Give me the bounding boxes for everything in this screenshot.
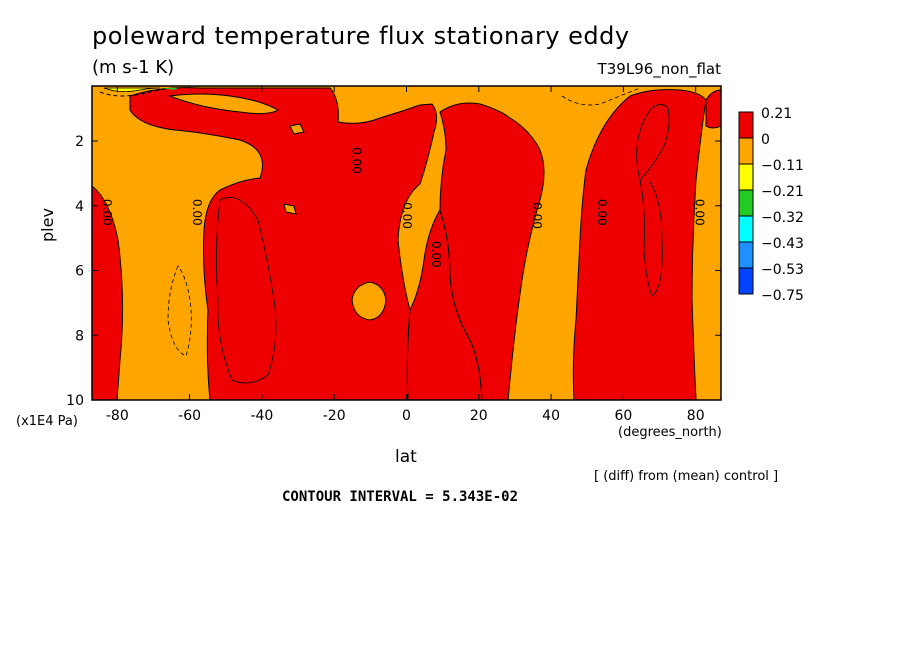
colorbar-level-label: −0.32 xyxy=(761,210,804,226)
x-axis-ticks: -80 -60 -40 -20 0 20 40 60 80 xyxy=(106,86,705,424)
colorbar-level-label: 0 xyxy=(761,132,770,148)
colorbar-level-label: −0.75 xyxy=(761,288,804,304)
colorbar-swatch xyxy=(738,241,754,269)
red-region-north-high xyxy=(572,89,707,400)
top-green-strip xyxy=(162,88,178,90)
contour-label: 0.00 xyxy=(400,202,414,229)
colorbar-level-label: −0.43 xyxy=(761,236,804,252)
colorbar-level-label: −0.21 xyxy=(761,184,804,200)
inner-contour-3 xyxy=(639,179,663,297)
contour-label: 0.00 xyxy=(530,202,544,229)
colorbar-level-label: 0.21 xyxy=(761,106,792,122)
run-label: T39L96_non_flat xyxy=(597,60,721,78)
orange-hole-3 xyxy=(289,123,305,135)
y-tick-label: 4 xyxy=(75,199,84,215)
dashed-contour-1 xyxy=(167,265,192,357)
y-axis-units: (x1E4 Pa) xyxy=(16,414,78,429)
x-tick-label: 80 xyxy=(687,408,705,424)
orange-hole-1 xyxy=(351,281,387,321)
colorbar-swatch xyxy=(738,267,754,295)
y-tick-label: 8 xyxy=(75,328,84,344)
colorbar-swatch xyxy=(738,137,754,165)
y-tick-label: 6 xyxy=(75,264,84,280)
red-region-north-mid xyxy=(439,102,545,400)
contour-labels: 0.00 0.00 0.00 0.00 0.00 0.00 0.00 0.00 xyxy=(100,147,707,268)
red-region-pole xyxy=(705,89,721,129)
colorbar-swatch xyxy=(738,111,754,139)
orange-hole-2 xyxy=(283,203,297,215)
y-tick-label: 2 xyxy=(75,134,84,150)
red-region-west xyxy=(92,185,124,400)
orange-hole-4 xyxy=(168,93,280,115)
x-tick-label: -80 xyxy=(106,408,129,424)
dashed-contour-2 xyxy=(561,87,641,106)
contour-label: 0.00 xyxy=(349,147,363,174)
y-tick-label: 10 xyxy=(66,393,84,409)
contour-label: 0.00 xyxy=(595,199,609,226)
x-tick-label: 20 xyxy=(470,408,488,424)
top-yellow-strip xyxy=(103,87,161,92)
x-tick-label: -20 xyxy=(323,408,346,424)
colorbar-swatch xyxy=(738,163,754,191)
inner-contour-1 xyxy=(216,197,277,384)
contour-label: 0.00 xyxy=(190,199,204,226)
x-tick-label: -60 xyxy=(178,408,201,424)
contour-label: 0.00 xyxy=(100,199,114,226)
x-tick-label: -40 xyxy=(250,408,273,424)
colorbar-level-label: −0.11 xyxy=(761,158,804,174)
plot-area xyxy=(92,86,721,400)
contour-label: 0.00 xyxy=(429,241,443,268)
x-tick-label: 60 xyxy=(614,408,632,424)
colorbar-swatch xyxy=(738,189,754,217)
diff-footnote: [ (diff) from (mean) control ] xyxy=(594,469,779,484)
colorbar-swatch xyxy=(738,215,754,243)
chart-units: (m s-1 K) xyxy=(92,57,175,78)
chart-title: poleward temperature flux stationary edd… xyxy=(92,22,630,50)
colorbar: 0.21 0 −0.11 −0.21 −0.32 −0.43 −0.53 −0.75 xyxy=(738,106,804,304)
x-axis-label: lat xyxy=(395,447,417,467)
x-tick-label: 0 xyxy=(402,408,411,424)
x-tick-label: 40 xyxy=(542,408,560,424)
y-axis-ticks: 2 4 6 8 10 xyxy=(66,134,721,409)
colorbar-level-label: −0.53 xyxy=(761,262,804,278)
inner-contour-2 xyxy=(636,104,670,181)
contour-interval: CONTOUR INTERVAL = 5.343E-02 xyxy=(282,489,519,505)
x-axis-units: (degrees_north) xyxy=(618,425,722,440)
contour-label: 0.00 xyxy=(693,199,707,226)
